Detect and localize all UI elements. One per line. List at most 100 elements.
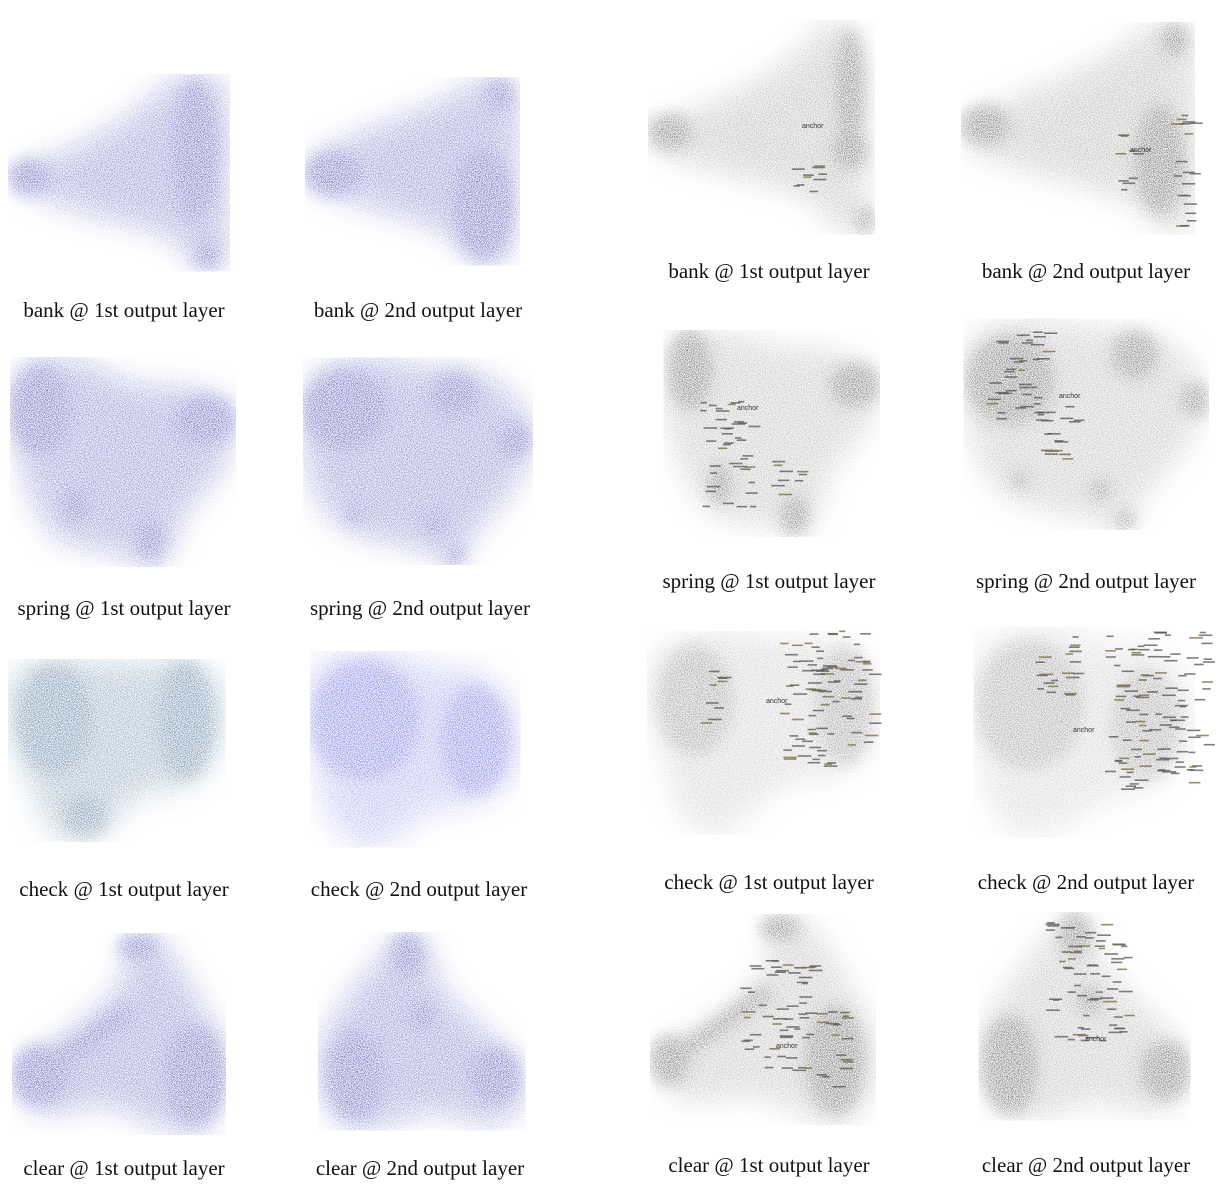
word-label-mark [1122, 739, 1132, 741]
word-label-mark [1074, 984, 1082, 987]
word-label-mark [1037, 413, 1045, 416]
word-label-mark [827, 681, 840, 683]
word-label-mark [817, 657, 824, 660]
scatter-plot [963, 318, 1209, 530]
word-label-mark [1021, 334, 1030, 336]
word-label-mark [803, 174, 814, 176]
word-label-mark [1202, 688, 1211, 690]
word-label-marks [986, 331, 1085, 460]
word-label-mark [786, 1005, 799, 1007]
word-label-mark [740, 468, 751, 471]
word-label-mark [1126, 709, 1140, 712]
panel-caption: spring @ 1st output layer [662, 569, 876, 593]
word-label-mark [1054, 441, 1069, 443]
word-label-mark [864, 741, 874, 743]
right-panel-check-2: anchor check @ 2nd output layer [955, 610, 1215, 900]
word-label-mark [864, 734, 879, 737]
word-label-mark [821, 1075, 830, 1078]
word-label-mark [1081, 1028, 1091, 1030]
word-label-mark [1118, 762, 1128, 764]
word-label-mark [1087, 999, 1099, 1001]
word-label-mark [1203, 658, 1213, 660]
word-label-mark [700, 722, 713, 724]
word-label-mark [1015, 407, 1027, 409]
word-label-mark [1108, 1031, 1122, 1034]
word-label-mark [1134, 779, 1149, 781]
word-label-mark [816, 727, 828, 730]
word-label-mark [840, 1067, 853, 1070]
word-label-mark [1203, 743, 1215, 746]
word-label-mark [779, 1029, 789, 1032]
word-label-mark [1153, 649, 1163, 651]
word-label-mark [1148, 638, 1160, 640]
word-label-mark [1079, 945, 1090, 947]
scatter-plot [303, 357, 533, 565]
word-label-mark [1043, 332, 1058, 334]
word-label-mark [1156, 758, 1170, 761]
word-label-mark [1035, 661, 1045, 663]
word-label-mark [1157, 748, 1165, 751]
word-label-mark [998, 392, 1012, 395]
word-label-mark [987, 398, 1002, 401]
word-label-mark [1139, 713, 1149, 716]
word-label-mark [718, 447, 728, 450]
word-label-mark [1182, 171, 1195, 174]
word-label-mark [1106, 988, 1119, 990]
word-label-mark [1184, 673, 1196, 675]
word-label-mark [841, 1037, 854, 1040]
word-label-mark [1055, 936, 1063, 939]
panel-caption: spring @ 2nd output layer [976, 569, 1196, 593]
word-label-mark [855, 661, 868, 663]
word-label-mark [822, 665, 837, 667]
word-label-mark [765, 960, 778, 962]
scatter-plot [8, 659, 226, 842]
word-label-mark [1046, 1009, 1061, 1011]
panel-caption: check @ 2nd output layer [977, 870, 1195, 894]
word-label-mark [1061, 951, 1072, 953]
word-label-mark [824, 763, 833, 765]
word-label-mark [769, 1048, 781, 1050]
anchor-label: anchor [1130, 147, 1152, 154]
word-label-mark [1063, 692, 1077, 695]
anchor-label: anchor [737, 405, 759, 412]
scatter-plot [978, 912, 1191, 1121]
word-label-mark [1098, 1039, 1107, 1042]
word-label-mark [1073, 672, 1085, 675]
word-label-mark [795, 738, 806, 740]
word-label-mark [814, 165, 826, 167]
anchor-label: anchor [1059, 393, 1081, 400]
word-label-mark [820, 703, 830, 706]
word-label-mark [822, 667, 834, 670]
right-panel-spring-1: anchor spring @ 1st output layer [640, 300, 900, 600]
word-label-mark [1165, 757, 1179, 760]
word-label-mark [1019, 383, 1032, 386]
word-label-mark [797, 755, 812, 757]
word-label-mark [811, 669, 824, 671]
word-label-mark [740, 987, 752, 990]
word-label-mark [1155, 713, 1162, 715]
word-label-mark [832, 1023, 841, 1026]
word-label-mark [1072, 636, 1079, 638]
word-label-mark [869, 713, 882, 715]
word-label-mark [783, 749, 792, 751]
word-label-mark [1114, 699, 1125, 701]
word-label-mark [1133, 787, 1144, 789]
word-label-marks [1045, 922, 1135, 1042]
word-label-mark [772, 460, 786, 463]
word-label-mark [1036, 674, 1048, 677]
word-label-mark [847, 744, 856, 746]
word-label-mark [1115, 153, 1127, 155]
word-label-mark [1067, 1038, 1075, 1041]
word-label-mark [1129, 783, 1139, 785]
left-panel-clear-2: clear @ 2nd output layer [295, 925, 540, 1185]
word-label-mark [1198, 634, 1213, 637]
panel-caption: bank @ 2nd output layer [313, 298, 523, 322]
word-label-mark [1066, 927, 1075, 929]
word-label-mark [847, 659, 855, 662]
word-label-mark [1121, 768, 1135, 770]
word-label-mark [1094, 945, 1105, 947]
word-label-mark [1136, 696, 1150, 699]
panel-caption: check @ 1st output layer [664, 870, 874, 894]
panel-caption: check @ 2nd output layer [310, 877, 528, 901]
word-label-mark [1062, 966, 1073, 969]
